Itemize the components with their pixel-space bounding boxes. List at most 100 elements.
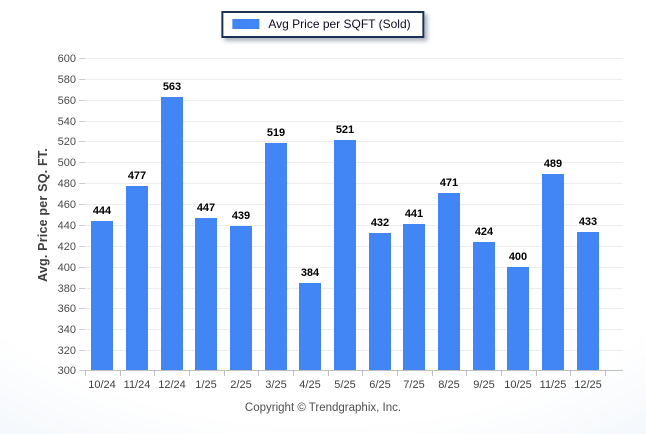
y-axis-tick-label: 500 [57,156,76,169]
plot-area: 300 320 340 360 380 400 420 440 460 480 500 520 540 5… [58,53,623,391]
bar-12/25 [577,232,599,370]
x-axis-tick [328,371,329,376]
bar-value-label: 441 [404,208,424,220]
legend-label: Avg Price per SQFT (Sold) [268,17,411,31]
bar-8/25 [438,193,460,370]
y-axis-tick-label: 520 [57,135,76,148]
x-axis-tick-label: 8/25 [438,379,460,391]
y-axis-tick [79,58,85,59]
y-axis-tick [79,350,85,351]
gridline [85,100,623,101]
x-axis-tick-label: 6/25 [369,379,391,391]
x-axis-tick-label: 11/25 [539,379,567,391]
bar-value-label: 439 [231,210,251,222]
x-axis-tick [397,371,398,376]
y-axis-tick [79,183,85,184]
x-axis-tick [85,371,86,376]
bar-value-label: 384 [300,267,320,279]
y-axis-tick-label: 340 [57,323,76,336]
x-axis-tick [536,371,537,376]
x-axis-tick-label: 12/24 [158,379,186,391]
y-axis-tick-label: 440 [57,219,76,232]
bar-value-label: 447 [196,202,216,214]
y-axis-tick [79,267,85,268]
y-axis-tick [79,204,85,205]
x-axis-tick-label: 9/25 [473,379,495,391]
bar-value-label: 519 [266,127,286,139]
x-axis-tick [501,371,502,376]
bar-11/24 [126,186,148,370]
bar-value-label: 477 [127,170,147,182]
x-axis-tick-label: 4/25 [299,379,321,391]
x-axis-line [85,370,623,371]
bar-value-label: 521 [335,124,355,136]
bar-9/25 [473,242,495,370]
bar-value-label: 400 [508,251,528,263]
y-axis-tick [79,370,85,371]
x-axis-tick-label: 11/24 [123,379,151,391]
y-axis-tick-label: 580 [57,73,76,86]
y-axis-tick [79,79,85,80]
bar-12/24 [161,97,183,370]
bar-1/25 [195,218,217,370]
y-axis-tick-label: 320 [57,344,76,357]
x-axis-tick [224,371,225,376]
bar-value-label: 489 [543,158,563,170]
bar-value-label: 432 [370,217,390,229]
x-axis-tick [432,371,433,376]
x-axis-tick-label: 10/24 [88,379,116,391]
x-axis-tick [466,371,467,376]
bar-value-label: 444 [92,205,112,217]
x-axis-tick-label: 12/25 [574,379,602,391]
gridline [85,79,623,80]
x-axis-tick [154,371,155,376]
x-axis-tick [293,371,294,376]
bar-2/25 [230,226,252,370]
bar-7/25 [403,224,425,370]
bar-3/25 [265,143,287,370]
y-axis-tick-label: 300 [57,364,76,377]
y-axis-tick-label: 400 [57,261,76,274]
gridline [85,58,623,59]
bar-11/25 [542,174,564,370]
gridline [85,121,623,122]
y-axis-tick [79,329,85,330]
y-axis-tick [79,100,85,101]
x-axis-tick-label: 1/25 [195,379,217,391]
bar-6/25 [369,233,391,370]
bar-value-label: 433 [578,216,598,228]
bar-10/24 [91,221,113,370]
x-axis-tick-label: 5/25 [334,379,356,391]
x-axis-tick [570,371,571,376]
bar-5/25 [334,140,356,370]
legend-swatch-icon [232,19,260,29]
y-axis-tick-label: 480 [57,177,76,190]
y-axis-tick-label: 360 [57,302,76,315]
y-axis-tick [79,288,85,289]
y-axis-tick-label: 460 [57,198,76,211]
y-axis-tick-label: 540 [57,115,76,128]
bar-value-label: 563 [162,81,182,93]
x-axis-tick [258,371,259,376]
y-axis-tick [79,246,85,247]
y-axis-tick [79,162,85,163]
bar-value-label: 471 [439,177,459,189]
bar-10/25 [507,267,529,370]
x-axis-tick-label: 7/25 [403,379,425,391]
y-axis-tick [79,225,85,226]
bar-4/25 [299,283,321,370]
y-axis-tick [79,308,85,309]
x-axis-tick [120,371,121,376]
x-axis-tick-label: 2/25 [230,379,252,391]
y-axis-tick-label: 560 [57,94,76,107]
x-axis-tick-label: 10/25 [504,379,532,391]
y-axis-tick-label: 380 [57,282,76,295]
y-axis-tick [79,141,85,142]
y-axis-tick [79,121,85,122]
x-axis-tick [362,371,363,376]
x-axis-tick [605,371,606,376]
x-axis-tick [189,371,190,376]
y-axis-tick-label: 600 [57,52,76,65]
bar-value-label: 424 [474,226,494,238]
